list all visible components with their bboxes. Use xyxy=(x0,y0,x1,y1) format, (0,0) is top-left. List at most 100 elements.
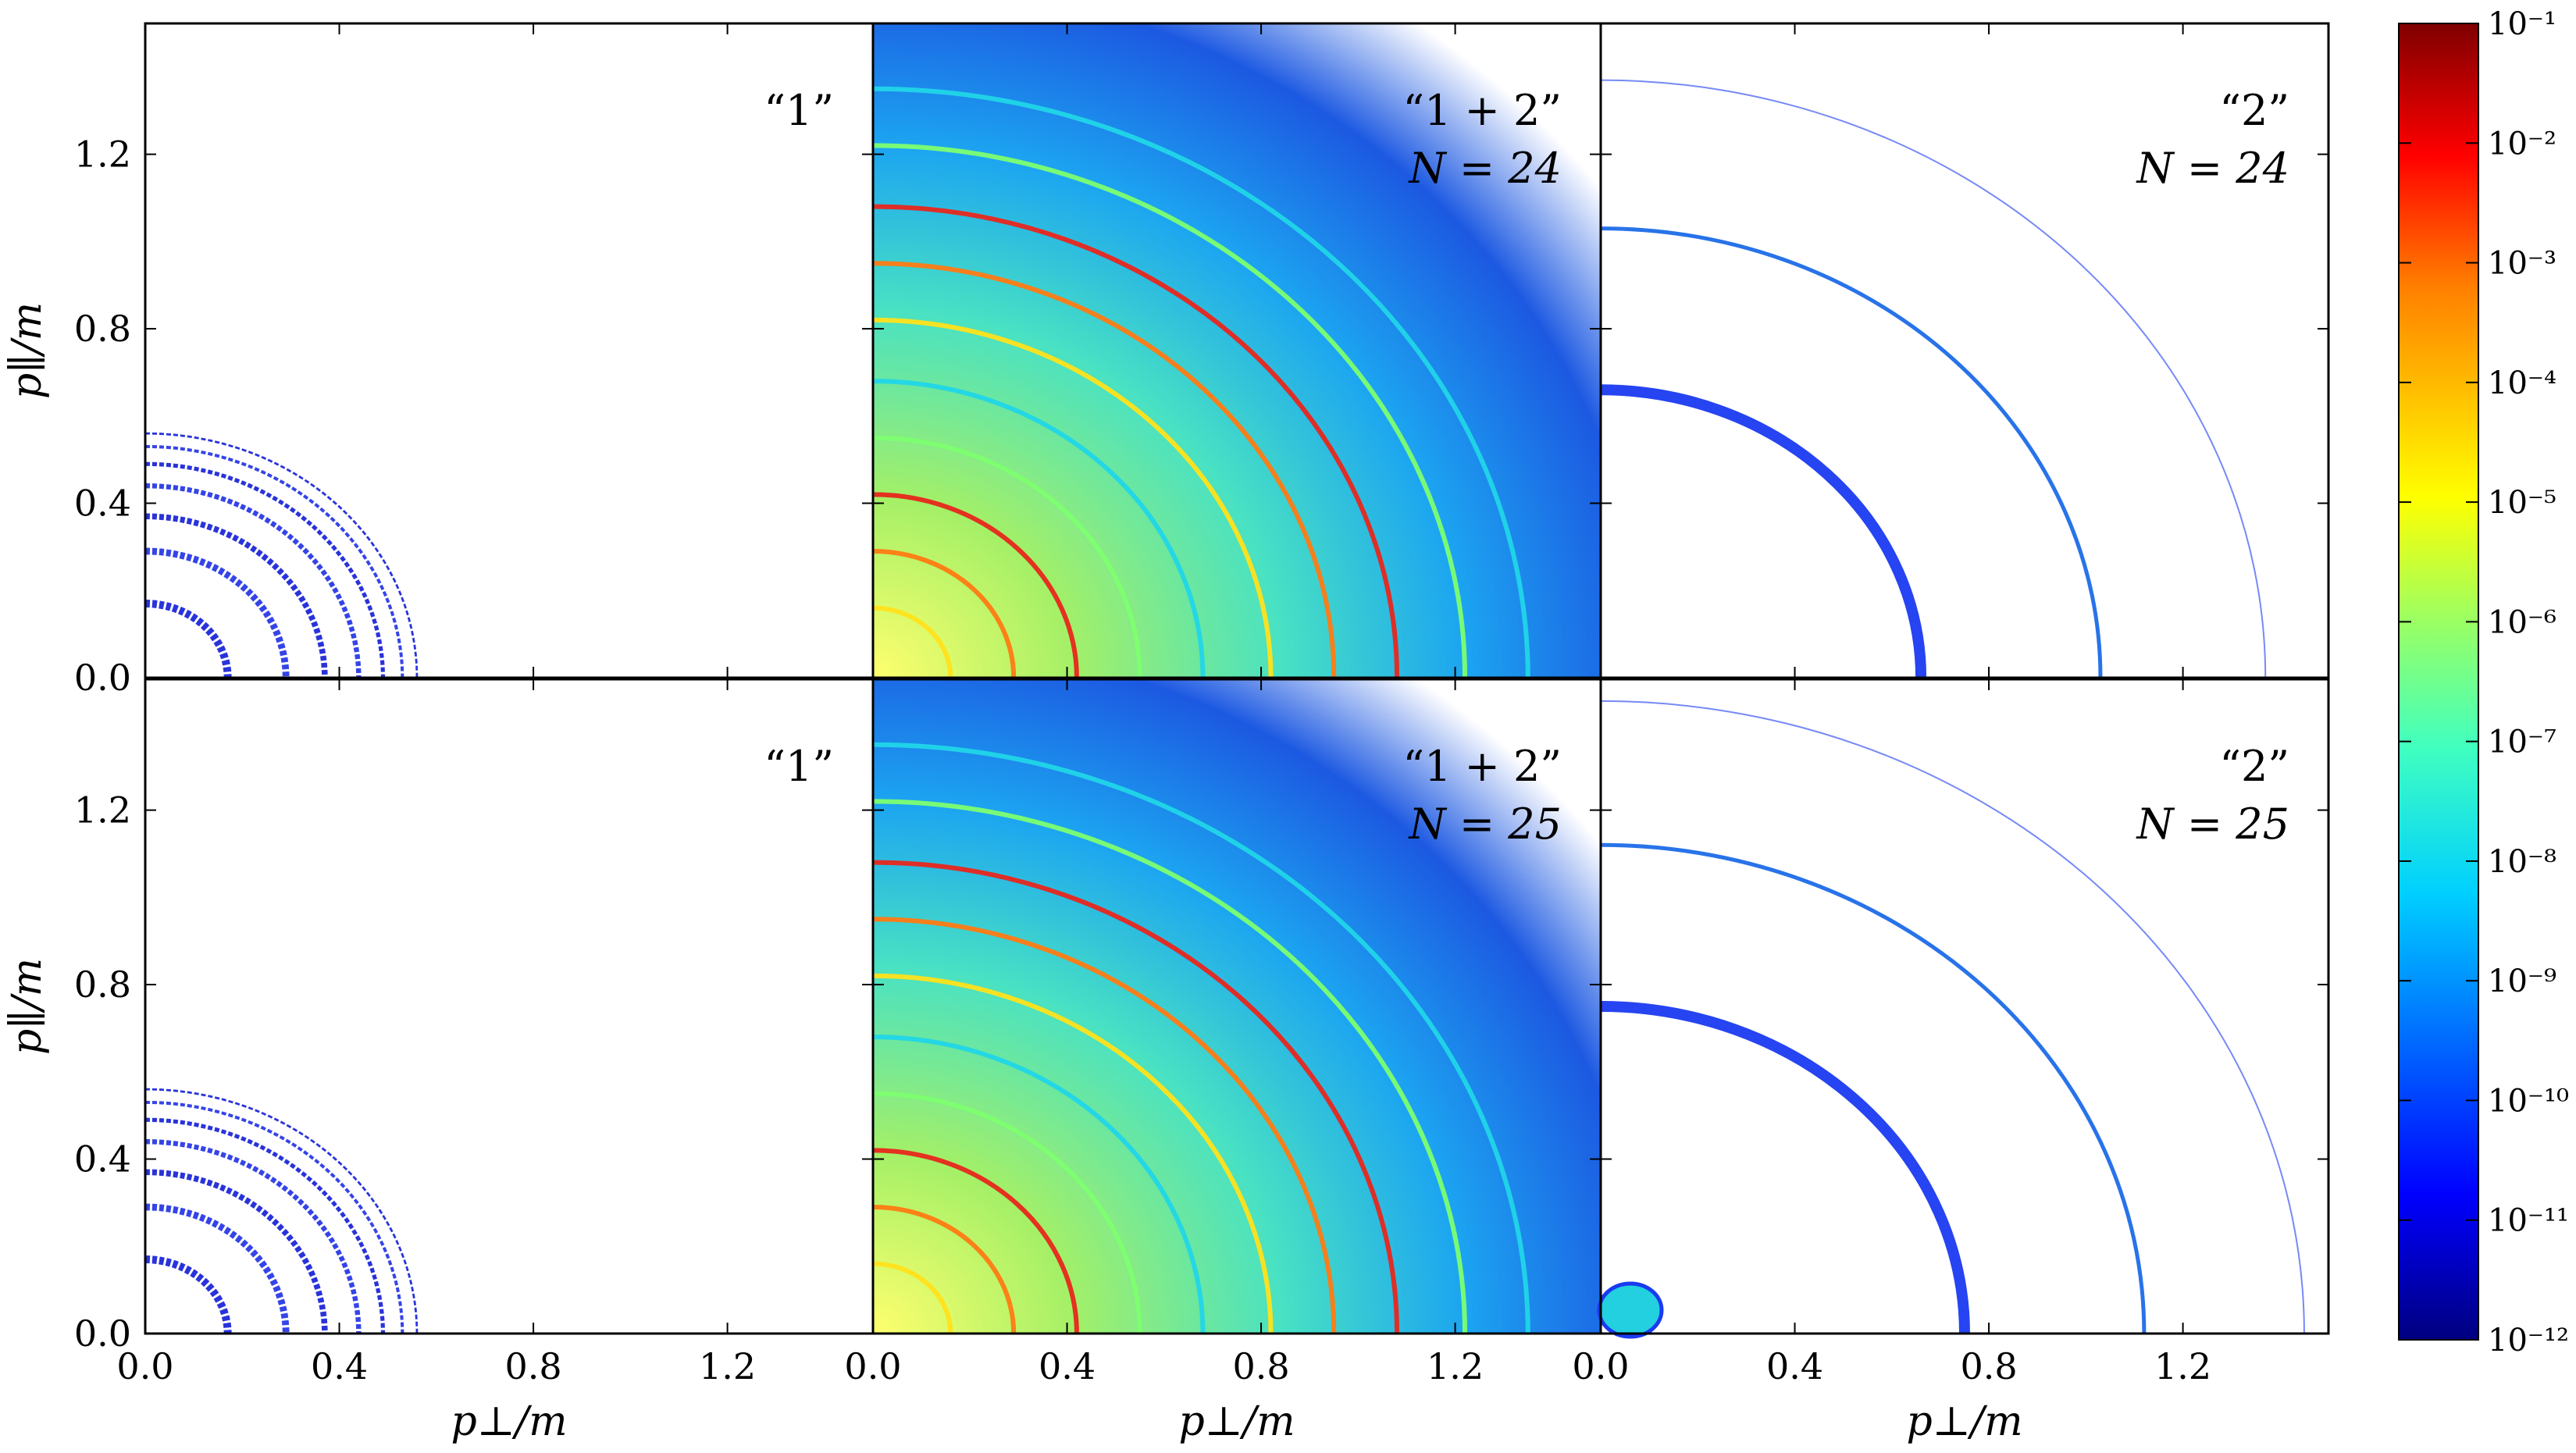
ring-row1-col2-4 xyxy=(873,379,1206,678)
ring-row1-col2-8 xyxy=(873,143,1468,678)
x-tick-label: 0.0 xyxy=(1572,1345,1629,1387)
ring-clip xyxy=(145,1203,290,1334)
ring-row2-col1-3 xyxy=(145,1138,362,1334)
ring-clip xyxy=(873,1091,1142,1334)
ring-row2-col2-1 xyxy=(873,1204,1017,1334)
ring-clip xyxy=(873,742,1530,1334)
panel-label: “1” xyxy=(764,742,834,791)
colorbar-label: 10⁻⁶ xyxy=(2488,604,2556,640)
ring-row1-col1-0 xyxy=(145,600,232,678)
y-axis-label: p∥/m xyxy=(4,958,51,1055)
colorbar-label: 10⁻¹¹ xyxy=(2488,1203,2569,1239)
ring-clip xyxy=(873,492,1079,678)
x-tick-label: 0.8 xyxy=(1232,1345,1289,1387)
ring-clip xyxy=(873,435,1142,678)
ring-row1-col2-0 xyxy=(873,605,953,678)
colorbar-label: 10⁻⁷ xyxy=(2488,725,2556,760)
colorbar-label: 10⁻³ xyxy=(2488,246,2556,282)
y-tick-label: 0.8 xyxy=(74,308,131,350)
ring-clip xyxy=(1601,1001,1970,1334)
panel-row1-col2 xyxy=(873,86,1530,678)
ring-row1-col2-6 xyxy=(873,261,1337,678)
ring-clip xyxy=(873,1035,1206,1334)
ring-clip xyxy=(873,317,1274,678)
y-tick-label: 0.4 xyxy=(74,1138,131,1181)
panel-row1-col1 xyxy=(145,432,419,678)
ring-layer xyxy=(145,79,2305,1339)
field-row2-col2 xyxy=(873,679,1601,1334)
ring-clip xyxy=(873,860,1400,1334)
ring-row1-col1-4 xyxy=(145,461,386,678)
ring-row1-col3-1 xyxy=(1601,226,2103,678)
ring-clip xyxy=(145,444,404,678)
ring-clip xyxy=(145,483,362,678)
ring-clip xyxy=(873,379,1206,678)
panel-label: “2” xyxy=(2219,742,2289,791)
x-axis-label: p⊥/m xyxy=(1178,1398,1295,1445)
x-tick-label: 0.4 xyxy=(1766,1345,1823,1387)
panel-n-label: N = 24 xyxy=(2135,144,2289,193)
panel-label: “1 + 2” xyxy=(1402,86,1562,135)
y-axis-label: p∥/m xyxy=(4,302,51,399)
ring-row2-col3-1 xyxy=(1601,842,2147,1334)
ring-row1-col1-1 xyxy=(145,547,290,678)
ring-clip xyxy=(1601,842,2147,1334)
panel-frames xyxy=(144,22,2330,1335)
ring-row2-col2-5 xyxy=(873,973,1274,1334)
x-axis-label: p⊥/m xyxy=(1906,1398,2022,1445)
colorbar-label: 10⁻¹⁰ xyxy=(2488,1083,2569,1119)
ring-row2-col1-5 xyxy=(145,1100,404,1334)
panel-row1-col3 xyxy=(1601,79,2267,678)
ring-clip xyxy=(873,548,1017,678)
x-tick-label: 0.0 xyxy=(844,1345,901,1387)
ring-clip xyxy=(873,143,1468,678)
panel-row2-col3 xyxy=(1597,700,2305,1339)
panel-row2-col2 xyxy=(873,742,1530,1334)
ring-clip xyxy=(145,1100,404,1334)
panel-label: “1 + 2” xyxy=(1402,742,1562,791)
colorbar-label: 10⁻⁵ xyxy=(2488,485,2556,521)
ring-clip xyxy=(1601,384,1927,678)
colorbar-label: 10⁻⁹ xyxy=(2488,963,2556,999)
panel-n-label: N = 25 xyxy=(1407,800,1562,849)
x-tick-label: 1.2 xyxy=(699,1345,756,1387)
ring-row2-col2-4 xyxy=(873,1035,1206,1334)
y-tick-label: 1.2 xyxy=(74,789,131,832)
ring-clip xyxy=(145,547,290,678)
ring-row1-col2-3 xyxy=(873,435,1142,678)
ring-clip xyxy=(1601,226,2103,678)
field-row1-col2 xyxy=(873,23,1601,678)
colorbar: 10⁻¹ 10⁻² 10⁻³ 10⁻⁴ 10⁻⁵ 10⁻⁶ 10⁻⁷ 10⁻⁸ 10⁻⁹ 10⁻¹… xyxy=(2398,6,2569,1359)
panel-label: “2” xyxy=(2219,86,2289,135)
colorbar-label: 10⁻² xyxy=(2488,126,2556,162)
ring-row2-col1-1 xyxy=(145,1203,290,1334)
ring-row1-col2-5 xyxy=(873,317,1274,678)
colorbar-label: 10⁻¹² xyxy=(2488,1323,2569,1359)
ring-row2-col2-7 xyxy=(873,860,1400,1334)
ring-row2-col2-0 xyxy=(873,1261,953,1334)
ring-row1-col3-2 xyxy=(1601,79,2267,678)
x-tick-label: 0.8 xyxy=(1960,1345,2017,1387)
ring-row1-col3-0 xyxy=(1601,384,1927,678)
ring-clip xyxy=(873,261,1337,678)
ring-clip xyxy=(873,1204,1017,1334)
panel-n-label: N = 25 xyxy=(2135,800,2289,849)
y-tick-label: 0.0 xyxy=(74,1312,131,1355)
ring-row2-col1-0 xyxy=(145,1255,232,1334)
x-tick-label: 0.8 xyxy=(504,1345,561,1387)
background-fields xyxy=(873,23,1601,1334)
ring-clip xyxy=(145,1255,232,1334)
ring-clip xyxy=(873,86,1530,678)
ring-clip xyxy=(145,432,419,678)
x-tick-label: 0.0 xyxy=(116,1345,173,1387)
ring-clip xyxy=(145,1088,419,1334)
ring-row2-col1-4 xyxy=(145,1117,386,1334)
ring-clip xyxy=(873,605,953,678)
ring-clip xyxy=(873,973,1274,1334)
text-layer: 0.0 0.4 0.8 1.2 p∥/m “1” “1 + 2” N = 24 “2” N = 2… xyxy=(4,86,2289,1445)
ring-row2-col3-2 xyxy=(1601,700,2305,1334)
ring-clip xyxy=(873,1261,953,1334)
y-tick-label: 0.4 xyxy=(74,483,131,525)
ring-row2-col2-2 xyxy=(873,1148,1079,1334)
